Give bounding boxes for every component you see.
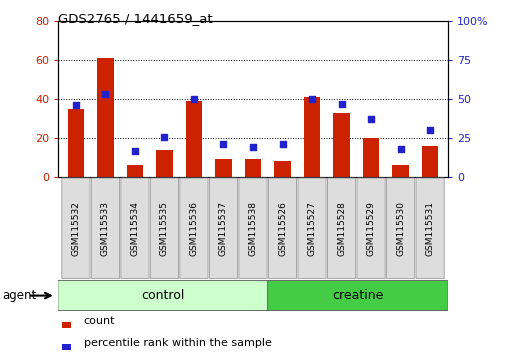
Point (248, 144, 257, 150)
FancyBboxPatch shape (62, 178, 90, 279)
Text: GSM115533: GSM115533 (100, 201, 110, 256)
FancyBboxPatch shape (268, 178, 296, 279)
Text: GSM115528: GSM115528 (336, 201, 345, 256)
Text: agent: agent (3, 289, 37, 302)
Text: GSM115537: GSM115537 (219, 201, 228, 256)
Bar (421, 146, 437, 177)
FancyBboxPatch shape (238, 178, 267, 279)
Point (308, 96, 316, 102)
Text: GSM115529: GSM115529 (366, 201, 375, 256)
Bar (392, 165, 408, 177)
Bar (333, 113, 349, 177)
Bar (62, 344, 71, 350)
Bar (62, 322, 71, 328)
Text: GSM115534: GSM115534 (130, 201, 139, 256)
FancyBboxPatch shape (386, 178, 414, 279)
FancyBboxPatch shape (180, 178, 208, 279)
Point (131, 148, 139, 153)
Text: creatine: creatine (332, 289, 383, 302)
Point (72, 103, 80, 108)
Bar (127, 165, 143, 177)
Bar (362, 138, 378, 177)
Point (366, 116, 374, 122)
Bar (97, 58, 113, 177)
FancyBboxPatch shape (91, 178, 119, 279)
Text: GSM115527: GSM115527 (307, 201, 316, 256)
Bar (304, 97, 320, 177)
FancyBboxPatch shape (297, 178, 325, 279)
Text: GSM115532: GSM115532 (71, 201, 80, 256)
FancyBboxPatch shape (267, 281, 447, 310)
Text: percentile rank within the sample: percentile rank within the sample (83, 338, 271, 348)
Point (396, 146, 404, 152)
Text: GSM115535: GSM115535 (160, 201, 169, 256)
FancyBboxPatch shape (121, 178, 148, 279)
FancyBboxPatch shape (58, 281, 268, 310)
Text: GSM115526: GSM115526 (277, 201, 286, 256)
Text: GSM115531: GSM115531 (425, 201, 434, 256)
FancyBboxPatch shape (150, 178, 178, 279)
Text: GSM115538: GSM115538 (248, 201, 257, 256)
Point (337, 101, 345, 107)
Point (101, 92, 109, 97)
Point (425, 127, 433, 133)
Point (278, 142, 286, 147)
Text: GDS2765 / 1441659_at: GDS2765 / 1441659_at (58, 12, 213, 25)
FancyBboxPatch shape (415, 178, 443, 279)
FancyBboxPatch shape (357, 178, 384, 279)
Bar (156, 150, 172, 177)
Bar (274, 161, 290, 177)
FancyBboxPatch shape (327, 178, 355, 279)
Text: control: control (141, 289, 184, 302)
Text: GSM115536: GSM115536 (189, 201, 198, 256)
Bar (244, 159, 261, 177)
Text: count: count (83, 316, 115, 326)
Bar (185, 101, 201, 177)
Bar (68, 109, 84, 177)
Point (160, 134, 168, 139)
Bar (215, 159, 231, 177)
Point (189, 96, 197, 102)
Text: GSM115530: GSM115530 (395, 201, 405, 256)
Point (219, 142, 227, 147)
FancyBboxPatch shape (209, 178, 237, 279)
